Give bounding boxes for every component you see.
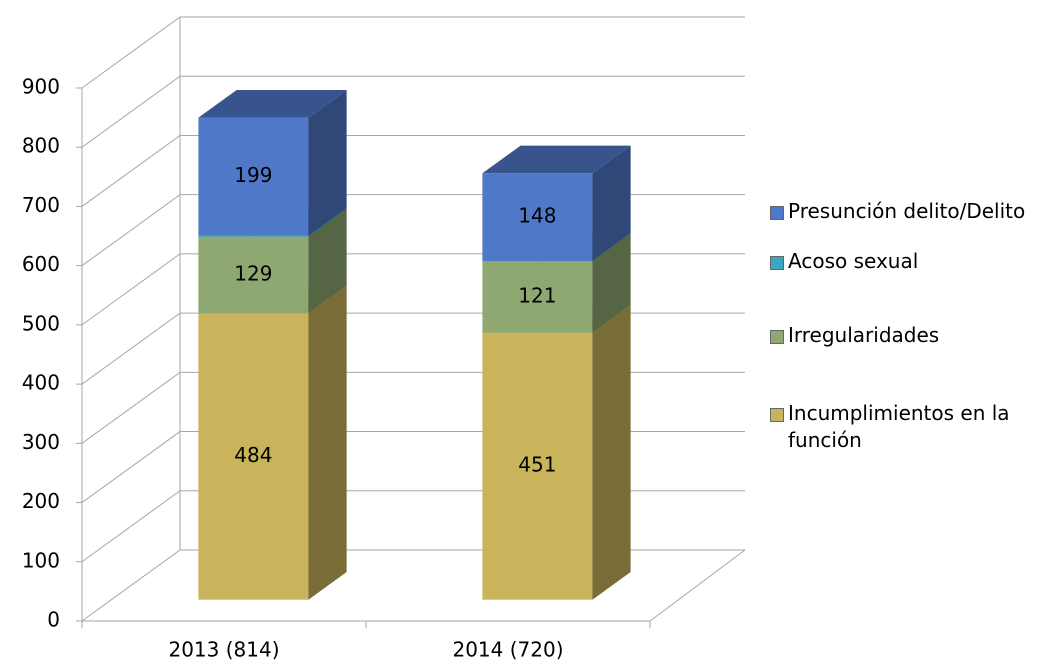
legend-label: Incumplimientos en la función [788,401,1010,452]
legend-label: Irregularidades [788,323,940,347]
y-tick-label: 0 [47,608,60,632]
bar [198,313,309,600]
bar-side [308,285,347,600]
legend-label: Presunción delito/Delito [788,199,1026,223]
y-tick-label: 900 [22,75,60,99]
bar-side [308,89,347,236]
grid-line [81,253,745,326]
y-tick-label: 500 [22,311,60,335]
grid-line [81,134,745,207]
grid-line [81,371,745,444]
data-label: 121 [518,283,556,307]
bar-side [308,207,347,237]
grid-line [81,431,745,503]
data-label: 451 [518,453,556,477]
x-tick-label: 2013 (814) [168,638,279,662]
x-tick-label: 2014 (720) [452,638,563,662]
bar [482,260,593,333]
legend-item: Presunción delito/Delito [770,198,1060,225]
legend-item: Acoso sexual [770,248,1060,275]
grid-line [81,549,745,622]
data-label: 129 [234,261,272,285]
bar [198,236,309,314]
bar [198,117,309,236]
grid-line [81,16,745,89]
y-tick-label: 600 [22,252,60,276]
grid-line [81,194,745,267]
y-tick-label: 300 [22,430,60,454]
bar-top [198,89,347,118]
data-label: 148 [518,204,556,228]
bar-side [592,145,631,261]
legend-swatch [770,408,784,422]
legend-item: Irregularidades [770,322,1060,349]
grid-line [81,75,745,148]
legend-swatch [770,256,784,270]
bar-side [592,304,631,600]
grid-line [81,312,745,385]
bar-side [308,208,347,314]
data-label: 484 [234,443,272,467]
legend-label: Acoso sexual [788,249,919,273]
legend-swatch [770,206,784,220]
bar-side [592,233,631,333]
grid-line [81,490,745,563]
data-label: 199 [234,163,272,187]
bar [482,173,593,261]
y-tick-label: 200 [22,489,60,513]
y-tick-label: 800 [22,134,60,158]
y-tick-label: 100 [22,548,60,572]
bar-top [482,145,631,174]
y-tick-label: 700 [22,193,60,217]
y-tick-label: 400 [22,371,60,395]
bar [198,235,309,237]
legend-item: Incumplimientos en la función [770,400,1060,454]
floor-edge [649,549,746,622]
bar [482,332,593,600]
legend-swatch [770,330,784,344]
